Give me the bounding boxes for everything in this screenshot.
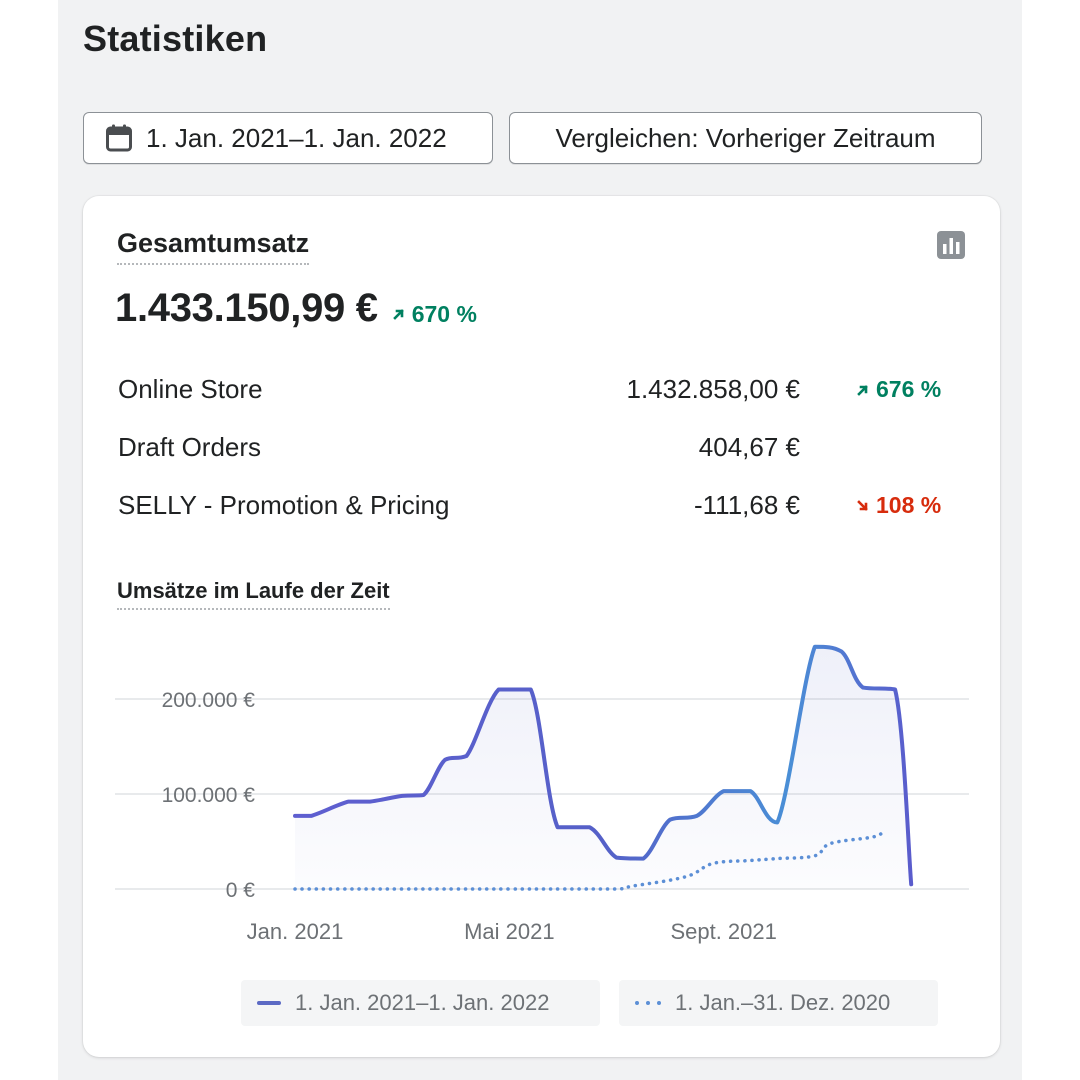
legend-label: 1. Jan.–31. Dez. 2020 xyxy=(675,990,891,1015)
x-axis-labels: Jan. 2021 Mai 2021 Sept. 2021 xyxy=(247,919,777,944)
page-title: Statistiken xyxy=(83,18,268,59)
chart-series xyxy=(293,644,914,891)
x-tick-label: Mai 2021 xyxy=(464,919,555,944)
legend-label: 1. Jan. 2021–1. Jan. 2022 xyxy=(295,990,550,1015)
channel-name: SELLY - Promotion & Pricing xyxy=(118,490,450,520)
channel-name: Online Store xyxy=(118,374,263,404)
channel-amount: 404,67 € xyxy=(698,432,800,462)
sales-breakdown: Online Store 1.432.858,00 € 676 % Draft … xyxy=(118,370,950,544)
chart-area xyxy=(295,646,912,889)
channel-change: 108 % xyxy=(856,492,941,519)
channel-amount: -111,68 € xyxy=(693,490,800,520)
legend-item-current[interactable]: 1. Jan. 2021–1. Jan. 2022 xyxy=(241,980,600,1026)
total-value: 1.433.150,99 € xyxy=(115,286,378,330)
channel-change: 676 % xyxy=(856,376,941,403)
total-summary: 1.433.150,99 € 670 % xyxy=(115,286,477,331)
total-sales-card: Gesamtumsatz 1.433.150,99 € 670 % Online… xyxy=(83,196,1000,1057)
x-tick-label: Sept. 2021 xyxy=(670,919,776,944)
breakdown-row-online-store: Online Store 1.432.858,00 € 676 % xyxy=(118,370,950,428)
y-tick-label: 200.000 € xyxy=(162,689,256,712)
channel-name: Draft Orders xyxy=(118,432,262,462)
compare-button[interactable]: Vergleichen: Vorheriger Zeitraum xyxy=(509,112,982,164)
channel-amount: 1.432.858,00 € xyxy=(626,374,801,404)
channel-change-value: 108 % xyxy=(876,492,942,518)
chart-title[interactable]: Umsätze im Laufe der Zeit xyxy=(117,578,390,610)
total-change-value: 670 % xyxy=(411,300,477,327)
series-line-current xyxy=(293,644,914,887)
legend-item-comparison[interactable]: 1. Jan.–31. Dez. 2020 xyxy=(619,980,938,1026)
calendar-icon xyxy=(106,124,132,152)
y-axis-labels: 0 € 100.000 € 200.000 € xyxy=(162,689,256,902)
channel-change-value: 676 % xyxy=(876,376,942,402)
series-line-comparison xyxy=(293,828,887,891)
arrow-down-right-icon xyxy=(857,499,868,511)
dotted-line-swatch xyxy=(635,1001,661,1005)
card-title[interactable]: Gesamtumsatz xyxy=(117,228,310,265)
y-tick-label: 0 € xyxy=(226,879,256,902)
date-range-label: 1. Jan. 2021–1. Jan. 2022 xyxy=(146,122,447,153)
arrow-up-right-icon xyxy=(857,384,868,396)
breakdown-row-draft-orders: Draft Orders 404,67 € xyxy=(118,428,950,486)
y-tick-label: 100.000 € xyxy=(162,784,256,807)
sales-over-time-chart: 0 € 100.000 € 200.000 € Jan. 2021 Mai 2021 S… xyxy=(115,644,969,944)
x-tick-label: Jan. 2021 xyxy=(247,919,344,944)
arrow-up-right-icon xyxy=(392,309,404,320)
solid-line-swatch xyxy=(257,1001,281,1005)
total-change: 670 % xyxy=(392,301,477,328)
bar-chart-icon[interactable] xyxy=(937,231,965,259)
compare-label: Vergleichen: Vorheriger Zeitraum xyxy=(555,122,936,153)
breakdown-row-selly: SELLY - Promotion & Pricing -111,68 € 10… xyxy=(118,486,950,544)
series-area-fill xyxy=(295,646,912,889)
date-range-button[interactable]: 1. Jan. 2021–1. Jan. 2022 xyxy=(83,112,493,164)
